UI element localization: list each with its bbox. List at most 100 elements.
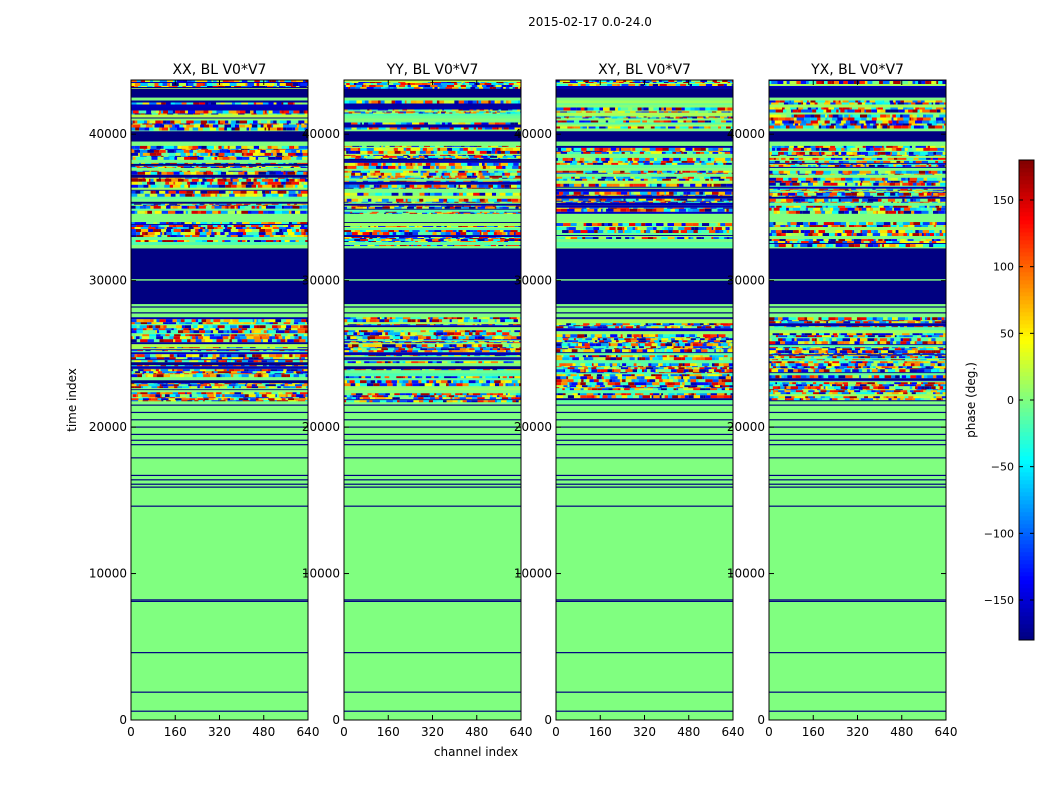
phase-cell: [188, 227, 194, 230]
phase-cell: [165, 383, 168, 385]
figure-suptitle: 2015-02-17 0.0-24.0: [528, 15, 652, 29]
phase-cell: [261, 165, 266, 167]
phase-cell: [354, 245, 361, 247]
phase-cell: [283, 369, 286, 372]
phase-cell: [491, 147, 496, 151]
phase-cell: [406, 172, 414, 176]
phase-cell: [364, 100, 369, 104]
phase-cell: [149, 394, 156, 398]
phase-cell: [236, 123, 243, 125]
phase-cell: [213, 123, 219, 125]
phase-cell: [473, 192, 480, 196]
phase-cell: [136, 102, 143, 105]
phase-cell: [483, 184, 489, 188]
phase-cell: [151, 162, 159, 164]
phase-cell: [158, 166, 165, 168]
phase-cell: [385, 162, 392, 166]
phase-cell: [279, 347, 283, 349]
phase-cell: [275, 354, 283, 358]
phase-cell: [272, 339, 277, 343]
phase-cell: [432, 238, 435, 240]
phase-cell: [361, 376, 366, 379]
phase-cell: [496, 339, 502, 341]
phase-cell: [469, 177, 476, 179]
phase-cell: [395, 339, 400, 341]
phase-cell: [246, 178, 249, 182]
phase-cell: [203, 83, 205, 86]
phase-cell: [303, 171, 307, 175]
phase-cell: [136, 339, 141, 343]
phase-cell: [239, 124, 246, 128]
phase-cell: [203, 204, 208, 206]
phase-cell: [294, 178, 298, 182]
phase-cell: [378, 177, 385, 179]
phase-cell: [223, 398, 228, 401]
phase-cell: [475, 177, 480, 179]
phase-cell: [213, 240, 216, 243]
phase-cell: [370, 380, 376, 384]
phase-cell: [265, 171, 270, 175]
phase-cell: [389, 155, 397, 158]
phase-cell: [434, 205, 442, 207]
phase-cell: [147, 360, 153, 363]
phase-cell: [426, 175, 432, 178]
phase-cell: [442, 397, 447, 400]
phase-cell: [504, 239, 510, 242]
phase-cell: [195, 205, 199, 209]
phase-cell: [249, 155, 253, 157]
phase-cell: [231, 330, 239, 334]
phase-cell: [475, 172, 479, 176]
phase-cell: [306, 86, 308, 87]
phase-cell: [481, 145, 489, 147]
phase-cell: [225, 162, 229, 164]
phase-cell: [207, 152, 211, 156]
phase-cell: [162, 165, 166, 167]
phase-cell: [169, 156, 175, 160]
phase-cell: [174, 148, 182, 150]
phase-cell: [181, 113, 185, 115]
phase-cell: [222, 383, 225, 385]
phase-cell: [166, 330, 171, 334]
phase-cell: [200, 181, 205, 185]
phase-cell: [205, 193, 211, 197]
phase-cell: [191, 392, 197, 395]
phase-cell: [458, 112, 466, 114]
phase-cell: [411, 180, 417, 182]
phase-cell: [205, 371, 212, 374]
phase-cell: [192, 225, 199, 228]
phase-cell: [215, 193, 218, 197]
phase-cell: [225, 360, 227, 363]
phase-cell: [358, 211, 364, 213]
phase-cell: [220, 229, 224, 233]
phase-cell: [510, 230, 518, 233]
phase-cell: [354, 212, 360, 214]
phase-cell: [210, 328, 216, 331]
phase-cell: [303, 110, 306, 114]
phase-cell: [377, 109, 385, 111]
phase-cell: [131, 235, 137, 238]
phase-cell: [239, 80, 242, 82]
phase-cell: [215, 240, 219, 243]
phase-cell: [496, 245, 499, 247]
phase-cell: [131, 240, 136, 243]
phase-cell: [178, 330, 184, 334]
phase-cell: [450, 238, 457, 240]
phase-cell: [451, 211, 460, 213]
phase-cell: [350, 336, 357, 340]
phase-cell: [415, 150, 420, 154]
phase-cell: [176, 127, 185, 131]
phase-cell: [180, 373, 185, 375]
phase-cell: [275, 374, 282, 378]
phase-cell: [406, 111, 411, 113]
phase-cell: [268, 222, 276, 225]
phase-cell: [439, 319, 443, 323]
phase-cell: [237, 240, 241, 243]
phase-cell: [140, 334, 143, 337]
phase-cell: [204, 83, 207, 86]
phase-cell: [261, 162, 265, 164]
phase-cell: [350, 192, 358, 196]
phase-cell: [296, 235, 304, 238]
phase-cell: [518, 239, 521, 242]
phase-cell: [479, 150, 487, 154]
phase-cell: [170, 330, 179, 334]
